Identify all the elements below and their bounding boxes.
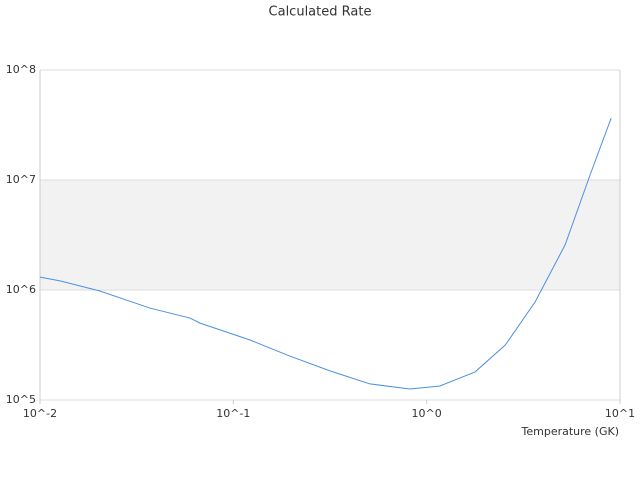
y-tick-label: 10^8 (6, 63, 36, 76)
grid-band (40, 180, 620, 290)
y-tick-label: 10^7 (6, 173, 36, 186)
x-tick-label: 10^-1 (216, 407, 250, 420)
chart-title: Calculated Rate (269, 5, 372, 20)
y-tick-label: 10^5 (6, 393, 36, 406)
x-axis-label: Temperature (GK) (521, 425, 620, 438)
x-tick-label: 10^-2 (23, 407, 57, 420)
y-tick-label: 10^6 (6, 283, 36, 296)
x-tick-label: 10^1 (605, 407, 635, 420)
data-line (39, 117, 612, 390)
x-tick-label: 10^0 (412, 407, 442, 420)
